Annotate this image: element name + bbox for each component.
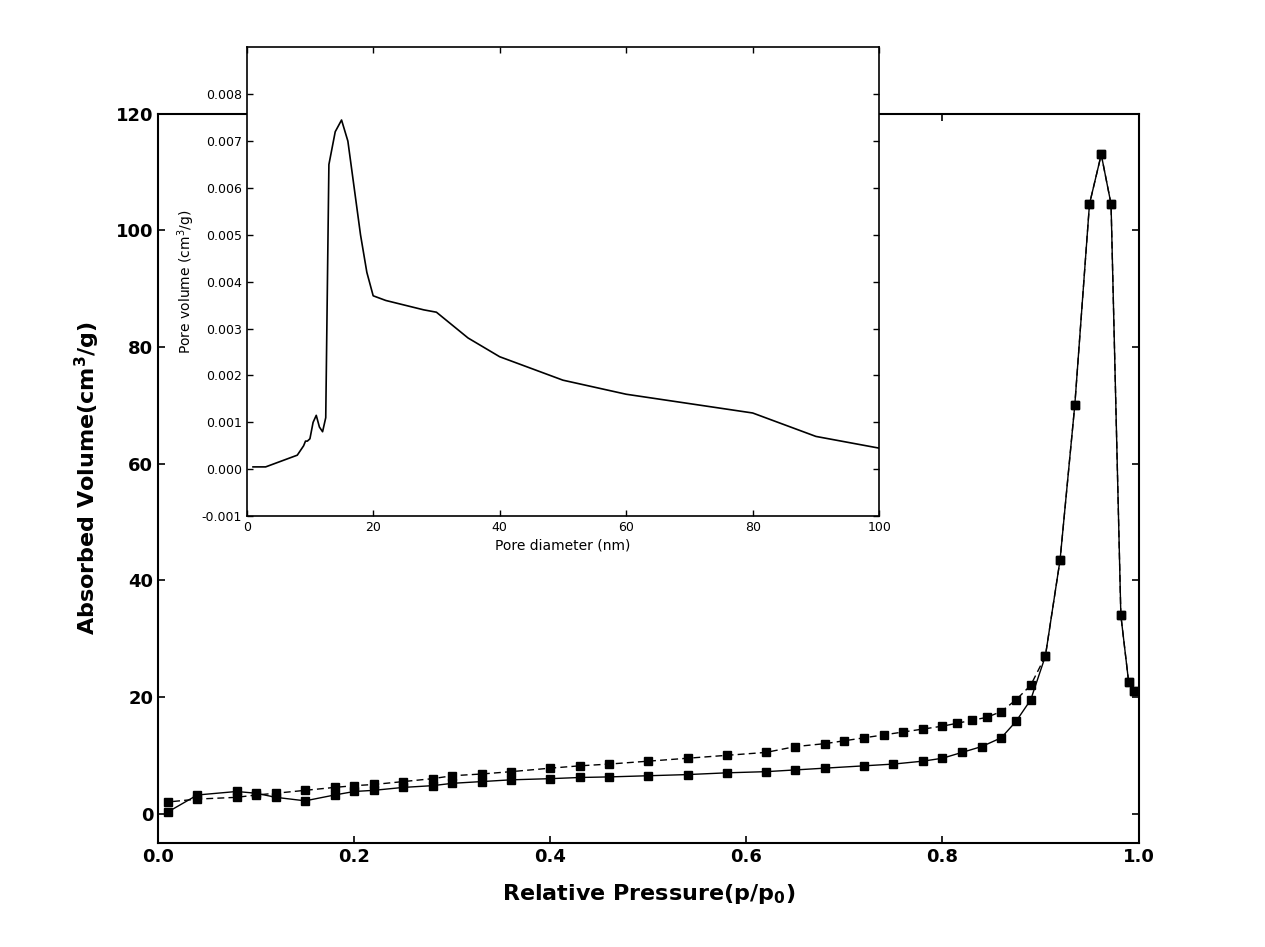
Y-axis label: Absorbed Volume(cm$^\mathregular{3}$/g): Absorbed Volume(cm$^\mathregular{3}$/g) [72,321,102,635]
Y-axis label: Pore volume (cm$^\mathregular{3}$/g): Pore volume (cm$^\mathregular{3}$/g) [176,209,197,354]
X-axis label: Pore diameter (nm): Pore diameter (nm) [495,538,631,552]
X-axis label: Relative Pressure(p/p$_\mathregular{0}$): Relative Pressure(p/p$_\mathregular{0}$) [502,883,794,906]
